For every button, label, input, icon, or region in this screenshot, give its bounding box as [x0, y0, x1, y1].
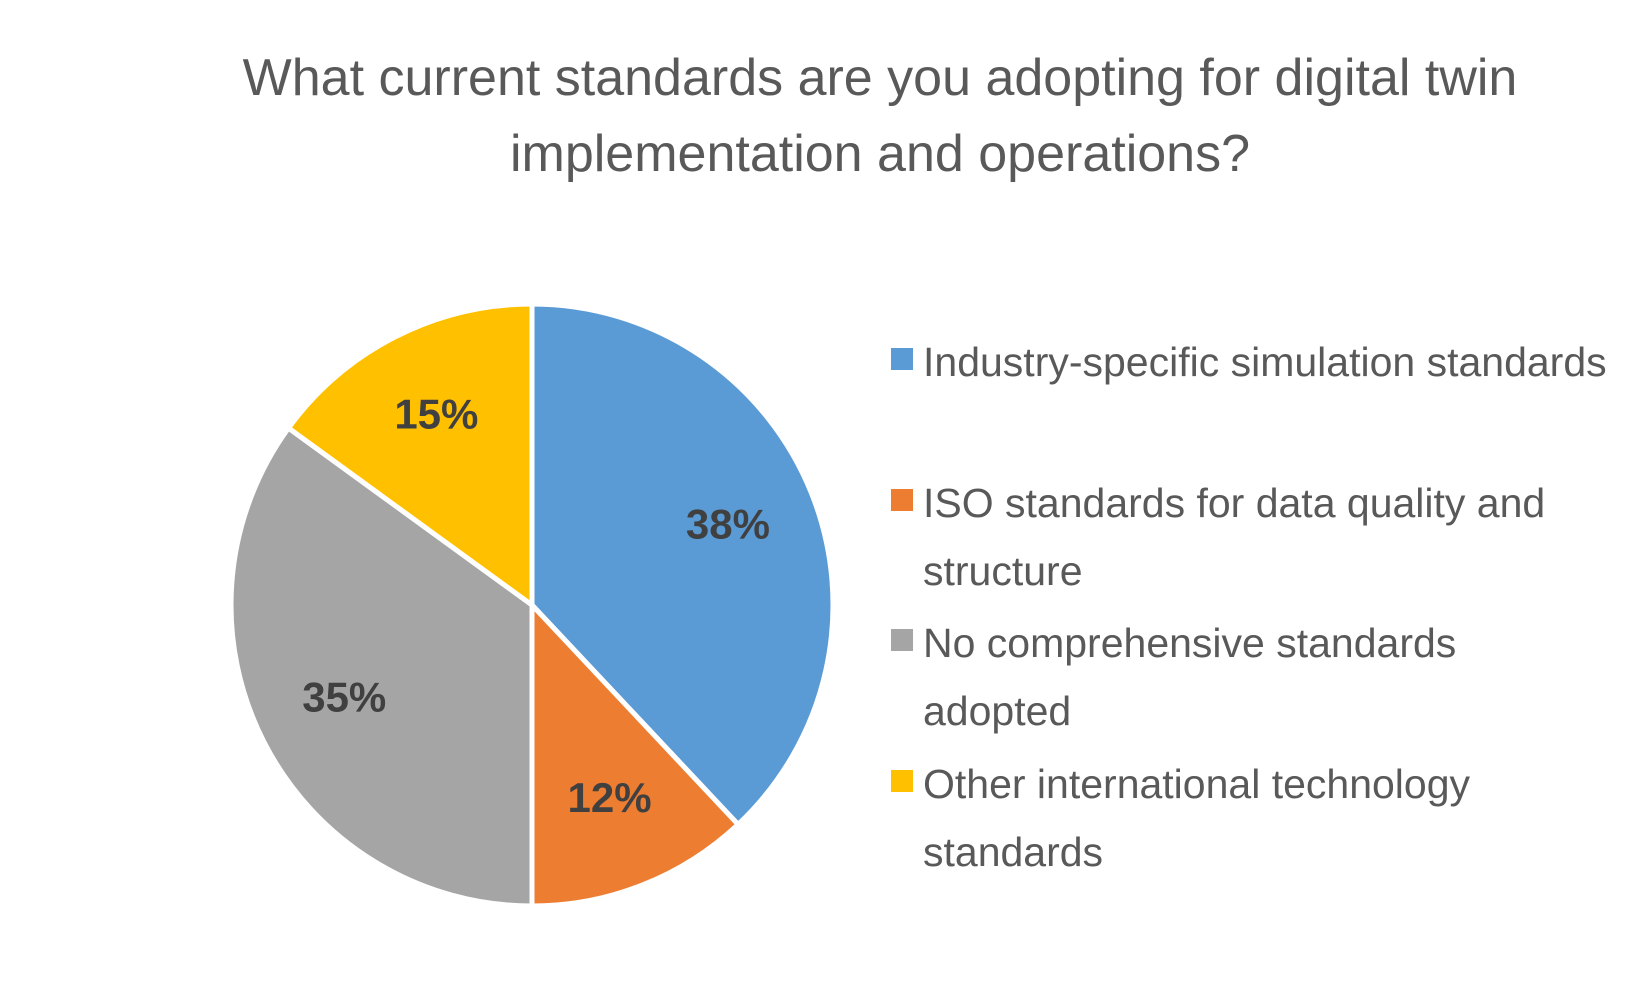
data-label: 15%	[394, 390, 478, 437]
pie-slice	[529, 598, 742, 909]
legend-label: Other international technology standards	[923, 761, 1471, 875]
data-label: 12%	[568, 774, 652, 821]
pie-slice	[284, 301, 535, 610]
legend-swatch	[891, 489, 913, 511]
legend-swatch	[891, 770, 913, 792]
legend-label: No comprehensive standards adopted	[923, 620, 1457, 734]
legend-swatch	[891, 629, 913, 651]
pie-slice	[228, 424, 535, 909]
data-label: 35%	[302, 674, 386, 721]
data-label: 38%	[686, 501, 770, 548]
legend-label: Industry-specific simulation standards	[923, 339, 1607, 385]
legend-label: ISO standards for data quality and struc…	[923, 480, 1546, 594]
pie-slice	[529, 301, 836, 828]
legend-swatch	[891, 348, 913, 370]
chart-title: What current standards are you adopting …	[242, 49, 1518, 183]
